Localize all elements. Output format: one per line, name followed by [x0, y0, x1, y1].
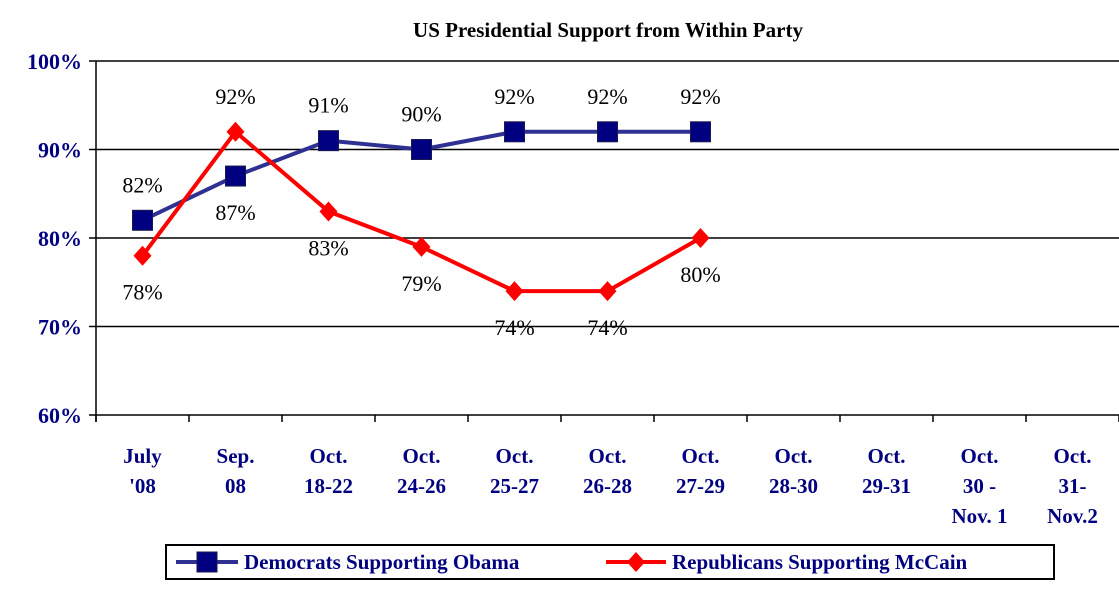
data-point	[598, 281, 617, 302]
x-tick-label: Oct. 18-22	[304, 444, 353, 498]
data-point	[691, 228, 710, 248]
data-label: 78%	[122, 280, 162, 305]
data-point	[504, 121, 525, 143]
data-label: 79%	[401, 271, 441, 296]
x-tick-label: Oct. 24-26	[397, 444, 446, 498]
y-tick-label: 60%	[38, 403, 82, 428]
legend: Democrats Supporting Obama Republicans Su…	[165, 544, 1055, 580]
x-tick-label: Sep. 08	[217, 444, 255, 498]
data-label: 91%	[308, 93, 348, 118]
data-label: 92%	[587, 84, 627, 109]
data-point	[597, 121, 618, 143]
data-point	[319, 201, 338, 222]
data-point	[226, 121, 245, 142]
x-tick-label: Oct. 28-30	[769, 444, 818, 498]
data-point	[411, 139, 432, 160]
legend-label: Democrats Supporting Obama	[244, 550, 520, 574]
data-label: 92%	[215, 84, 255, 109]
data-point	[412, 236, 431, 257]
data-label: 74%	[494, 315, 534, 340]
y-tick-label: 70%	[38, 315, 82, 340]
data-point	[690, 121, 711, 143]
data-label: 74%	[587, 315, 627, 340]
chart-title: US Presidential Support from Within Part…	[413, 18, 803, 42]
data-point	[133, 245, 152, 266]
x-tick-label: Oct. 29-31	[862, 444, 911, 498]
data-label: 80%	[680, 262, 720, 287]
data-label: 90%	[401, 102, 441, 127]
data-label: 82%	[122, 172, 162, 197]
data-point	[132, 209, 153, 231]
y-tick-label: 80%	[38, 226, 82, 251]
x-tick-label: Oct. 26-28	[583, 444, 632, 498]
y-tick-label: 100%	[27, 49, 82, 74]
legend-swatch-marker	[627, 552, 645, 572]
x-tick-label: Oct. 31-Nov.2	[1047, 444, 1098, 528]
x-tick-label: Oct. 30 -Nov. 1	[951, 444, 1007, 528]
y-tick-label: 90%	[38, 138, 82, 163]
data-label: 83%	[308, 235, 348, 260]
x-tick-label: July '08	[123, 444, 162, 498]
legend-label: Republicans Supporting McCain	[672, 550, 968, 574]
data-point	[505, 281, 524, 302]
data-point	[225, 165, 246, 187]
data-label: 92%	[680, 84, 720, 109]
data-label: 87%	[215, 200, 255, 225]
x-tick-label: Oct. 27-29	[676, 444, 725, 498]
data-label: 92%	[494, 84, 534, 109]
data-point	[318, 130, 339, 152]
x-tick-label: Oct. 25-27	[490, 444, 539, 498]
legend-swatch-marker	[196, 551, 218, 573]
